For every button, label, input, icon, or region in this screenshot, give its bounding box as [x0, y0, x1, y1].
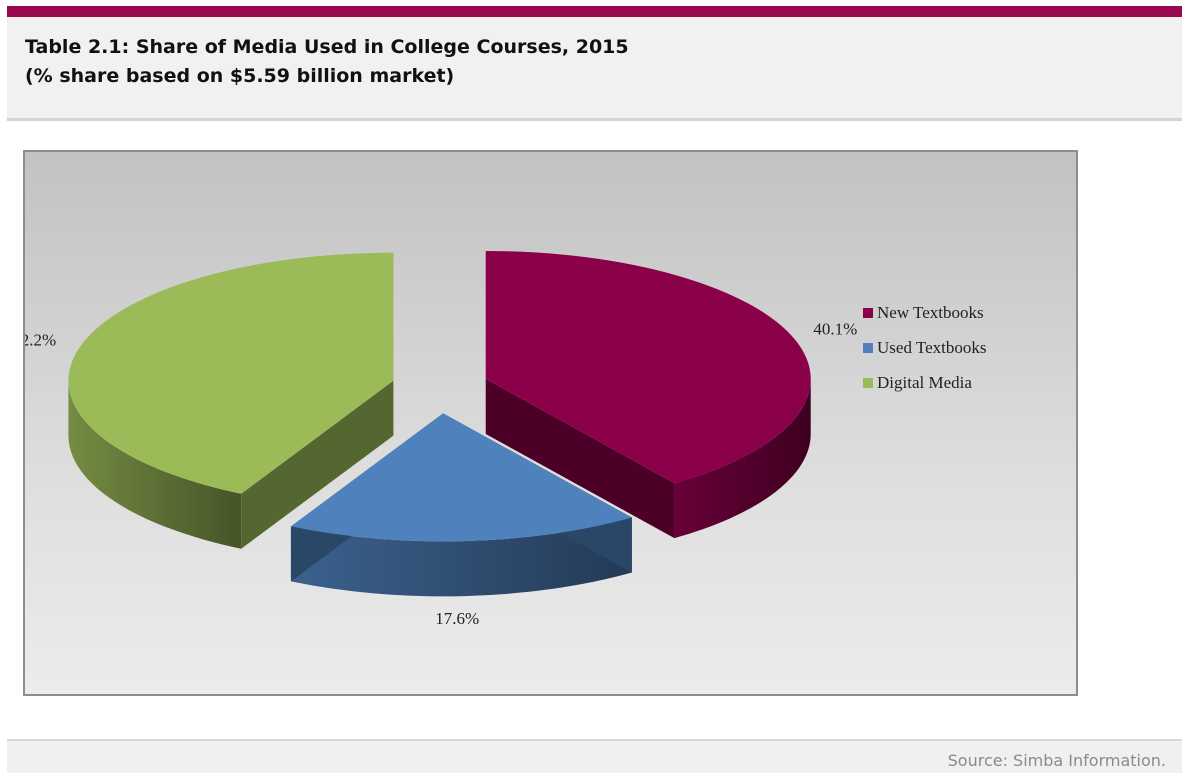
pie-slice-1	[485, 250, 811, 539]
legend-label-1: New Textbooks	[877, 303, 984, 322]
pie-slice-3	[68, 252, 394, 549]
source-note: Source: Simba Information.	[947, 751, 1166, 770]
data-label-3: 42.2%	[25, 330, 56, 349]
chart-title: Table 2.1: Share of Media Used in Colleg…	[25, 36, 629, 58]
pie-slice-2	[290, 413, 632, 597]
footer: Source: Simba Information.	[7, 739, 1182, 773]
chart-area: 40.1% 17.6% 42.2% New Textbooks Used Textboo…	[23, 150, 1078, 696]
slice-top-3	[68, 252, 394, 494]
chart-legend: New Textbooks Used Textbooks Digital Media	[863, 303, 986, 392]
accent-bar	[7, 6, 1182, 17]
chart-subtitle: (% share based on $5.59 billion market)	[25, 65, 455, 87]
legend-swatch-1	[863, 308, 873, 318]
slice-wall-3-1	[241, 380, 394, 549]
data-label-2: 17.6%	[435, 609, 479, 628]
data-label-1: 40.1%	[813, 319, 857, 338]
legend-swatch-3	[863, 378, 873, 388]
legend-label-2: Used Textbooks	[877, 338, 986, 357]
slice-side-2	[290, 517, 632, 597]
pie-chart: 40.1% 17.6% 42.2% New Textbooks Used Textboo…	[25, 250, 986, 628]
slice-top-1	[485, 250, 811, 484]
slice-side-1	[674, 378, 811, 539]
legend-label-3: Digital Media	[877, 373, 972, 392]
slice-wall-1-2	[485, 378, 675, 539]
slice-side-3	[68, 380, 242, 549]
legend-swatch-2	[863, 343, 873, 353]
chart-header: Table 2.1: Share of Media Used in Colleg…	[7, 17, 1182, 121]
slice-top-2	[290, 413, 632, 542]
